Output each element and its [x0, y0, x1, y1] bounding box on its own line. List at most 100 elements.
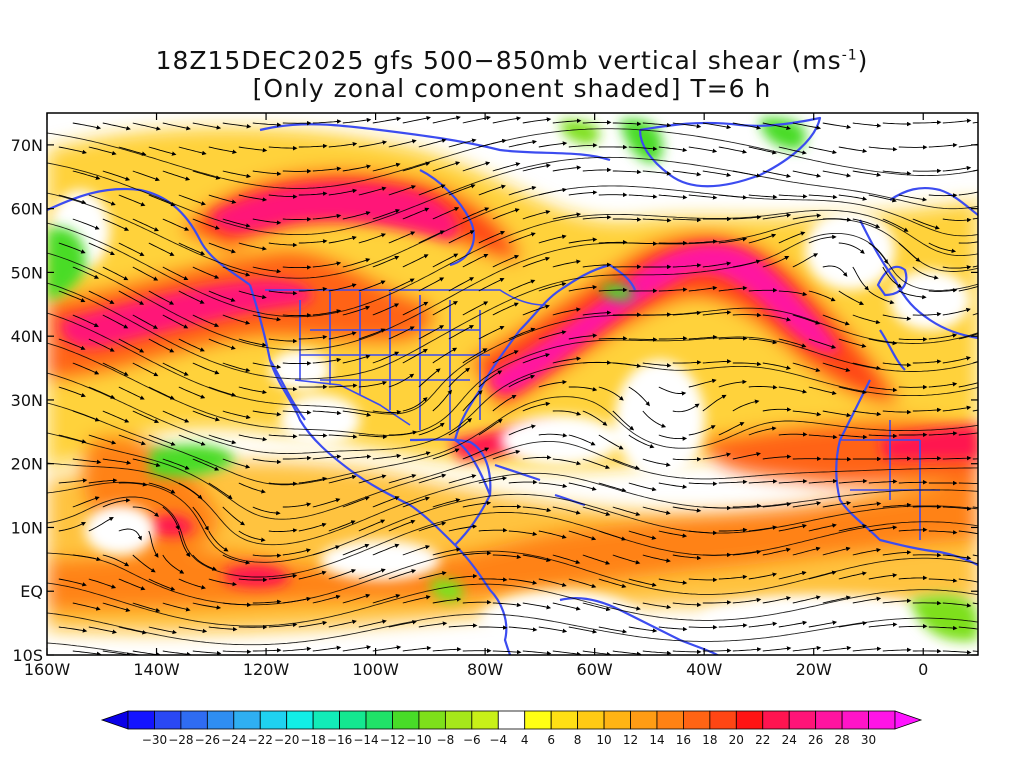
streamline-arrow — [192, 602, 222, 610]
streamline-arrow — [732, 361, 762, 367]
streamline-arrow — [852, 122, 882, 128]
streamline-arrow — [418, 325, 445, 340]
streamline-arrow — [838, 290, 865, 306]
streamline-arrow — [508, 479, 538, 485]
colorbar-label: 4 — [521, 733, 529, 747]
streamline-arrow — [672, 649, 702, 655]
streamline-arrow — [942, 217, 972, 223]
streamline-arrow — [132, 266, 159, 281]
streamline-arrow — [388, 185, 416, 196]
streamline-arrow — [522, 304, 550, 316]
plot-frame — [46, 112, 979, 656]
streamline-arrow — [118, 194, 146, 207]
streamline-arrow — [238, 290, 267, 300]
streamline-arrow — [132, 362, 159, 377]
streamline-arrow — [552, 259, 581, 268]
streamline — [47, 336, 978, 436]
streamline-arrow — [448, 325, 474, 340]
streamline-arrow — [222, 554, 251, 565]
streamline-arrow — [372, 645, 402, 652]
streamline-arrow — [268, 290, 298, 296]
streamline-arrow — [118, 578, 146, 591]
streamline-arrow — [268, 481, 298, 487]
streamline-arrow — [792, 314, 821, 325]
streamline-arrow — [688, 425, 716, 436]
streamline-arrow — [642, 122, 672, 128]
colorbar-label: 14 — [649, 733, 664, 747]
streamline-arrow — [58, 242, 86, 254]
colorbar-label: 22 — [755, 733, 770, 747]
streamline-arrow — [448, 623, 478, 628]
streamline-arrow — [388, 139, 417, 148]
streamline-arrow — [102, 554, 130, 567]
streamline-arrow — [582, 310, 612, 316]
streamline-arrow — [508, 279, 536, 292]
streamline-arrow — [552, 356, 582, 364]
north-america-west-coast — [248, 284, 456, 546]
streamline-arrow — [792, 645, 822, 652]
streamline-arrow — [252, 506, 281, 516]
streamline-arrow — [388, 278, 415, 292]
streamline-arrow — [162, 554, 185, 574]
colorbar-swatch — [127, 710, 155, 730]
y-tick-label: 20N — [11, 455, 43, 474]
streamline-arrow — [178, 578, 206, 590]
streamline-arrow — [418, 184, 446, 196]
streamline-arrow — [388, 326, 415, 340]
streamline-arrow — [162, 266, 189, 281]
streamline-arrow — [222, 122, 252, 129]
streamline-arrow — [388, 373, 415, 388]
streamline-arrow — [522, 353, 551, 364]
streamline-arrow — [162, 362, 189, 376]
colorbar-label: 6 — [547, 733, 555, 747]
streamline-arrow — [492, 254, 520, 268]
streamline-arrow — [448, 418, 472, 436]
streamline-arrow — [328, 434, 358, 439]
colorbar-swatch — [206, 710, 235, 730]
streamline-arrow — [298, 286, 328, 292]
streamline-arrow — [852, 501, 882, 508]
streamline-arrow — [822, 410, 852, 418]
streamline-arrow — [522, 209, 551, 220]
streamline-arrow — [282, 455, 312, 461]
streamline-arrow — [688, 577, 718, 583]
streamline-arrow — [402, 544, 431, 556]
streamline-arrow — [808, 434, 838, 440]
colorbar-label: 18 — [702, 733, 717, 747]
streamline-arrow — [118, 386, 145, 400]
streamline-arrow — [882, 550, 912, 556]
scandinavia-coast — [889, 186, 978, 216]
streamline-arrow — [732, 451, 761, 460]
streamline-arrow — [372, 543, 400, 556]
streamline-arrow — [702, 261, 732, 268]
streamline-arrow — [852, 410, 882, 417]
streamline-arrow — [132, 458, 161, 468]
streamline-arrow — [372, 303, 400, 316]
streamline-arrow — [252, 218, 282, 225]
streamline-arrow — [192, 410, 220, 422]
colorbar-swatch — [259, 710, 288, 730]
streamline-arrow — [402, 645, 432, 652]
streamline-arrow — [778, 620, 808, 628]
streamline-arrow — [658, 194, 688, 200]
streamline-arrow — [718, 285, 748, 292]
streamline-arrow — [972, 312, 978, 316]
y-tick-label: EQ — [20, 582, 43, 601]
streamline-arrow — [882, 121, 912, 127]
streamline-arrow — [552, 165, 582, 172]
streamline-arrow — [628, 626, 658, 633]
streamline — [47, 232, 978, 380]
streamline-arrow — [252, 314, 282, 322]
streamline-arrow — [882, 314, 912, 321]
streamline-arrow — [268, 194, 298, 199]
streamline-arrow — [462, 500, 492, 508]
streamline-arrow — [88, 626, 117, 634]
streamline-arrow — [582, 650, 612, 655]
streamline-arrow — [132, 410, 160, 424]
streamline-arrow — [958, 432, 978, 436]
streamline-arrow — [732, 503, 762, 509]
streamline-arrow — [222, 458, 251, 469]
colorbar-high-arrow — [894, 710, 923, 730]
streamline-arrow — [942, 405, 972, 412]
streamline-arrow — [912, 600, 942, 606]
